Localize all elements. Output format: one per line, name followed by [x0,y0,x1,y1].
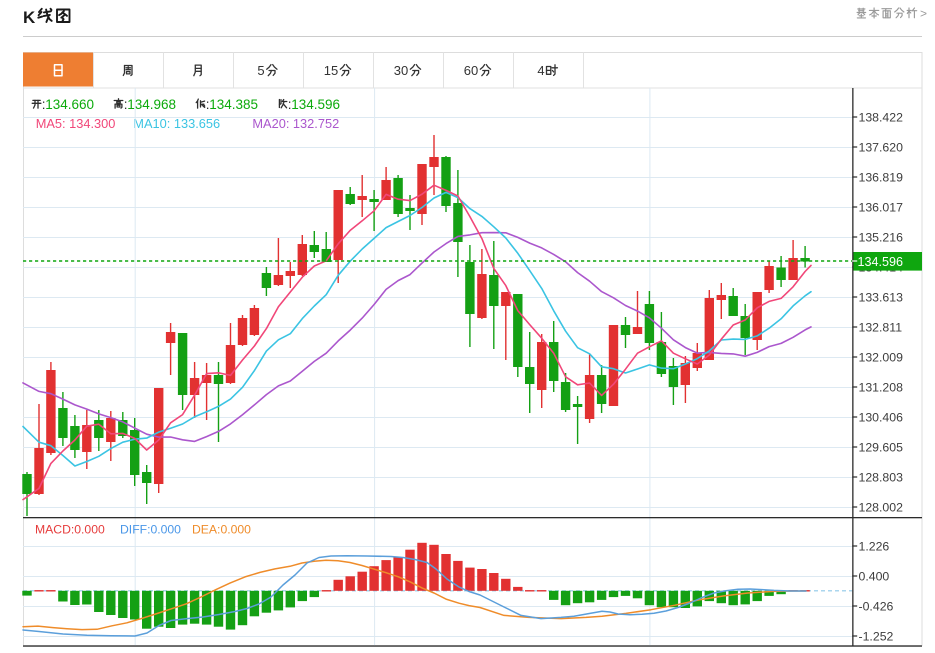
svg-text::: : [206,97,210,112]
svg-text:MA10: 133.656: MA10: 133.656 [133,116,220,131]
svg-text:134.596: 134.596 [858,255,904,269]
svg-text:134.660: 134.660 [45,97,94,112]
svg-text:K: K [23,8,36,27]
svg-text:1.226: 1.226 [859,539,890,553]
svg-text::: : [42,97,46,112]
svg-text:132.811: 132.811 [859,320,903,334]
svg-text:137.620: 137.620 [859,140,904,154]
svg-text:133.613: 133.613 [859,290,904,304]
svg-text:MA5: 134.300: MA5: 134.300 [36,116,116,131]
svg-text:-0.426: -0.426 [859,599,894,613]
svg-text:134.385: 134.385 [209,97,258,112]
svg-text:60: 60 [464,63,478,78]
svg-text::: : [124,97,128,112]
svg-text:DIFF:0.000: DIFF:0.000 [120,523,181,537]
svg-text:134.968: 134.968 [127,97,176,112]
svg-text:5: 5 [257,63,264,78]
svg-text:135.216: 135.216 [859,230,904,244]
svg-text:131.208: 131.208 [859,380,904,394]
svg-text:132.009: 132.009 [859,350,904,364]
svg-text:>: > [920,7,927,21]
svg-text:MACD:0.000: MACD:0.000 [35,523,105,537]
svg-text:138.422: 138.422 [859,110,904,124]
svg-text::: : [288,97,292,112]
svg-text:134.596: 134.596 [291,97,340,112]
svg-text:30: 30 [394,63,408,78]
svg-text:130.406: 130.406 [859,410,904,424]
svg-text:129.605: 129.605 [859,440,904,454]
svg-text:4: 4 [537,63,544,78]
svg-text:136.819: 136.819 [859,170,904,184]
svg-text:128.002: 128.002 [859,500,904,514]
svg-text:0.400: 0.400 [859,569,890,583]
svg-text:128.803: 128.803 [859,470,904,484]
svg-text:DEA:0.000: DEA:0.000 [192,523,251,537]
svg-text:136.017: 136.017 [859,200,904,214]
svg-text:15: 15 [324,63,338,78]
svg-text:MA20: 132.752: MA20: 132.752 [252,116,339,131]
svg-text:-1.252: -1.252 [859,629,894,643]
